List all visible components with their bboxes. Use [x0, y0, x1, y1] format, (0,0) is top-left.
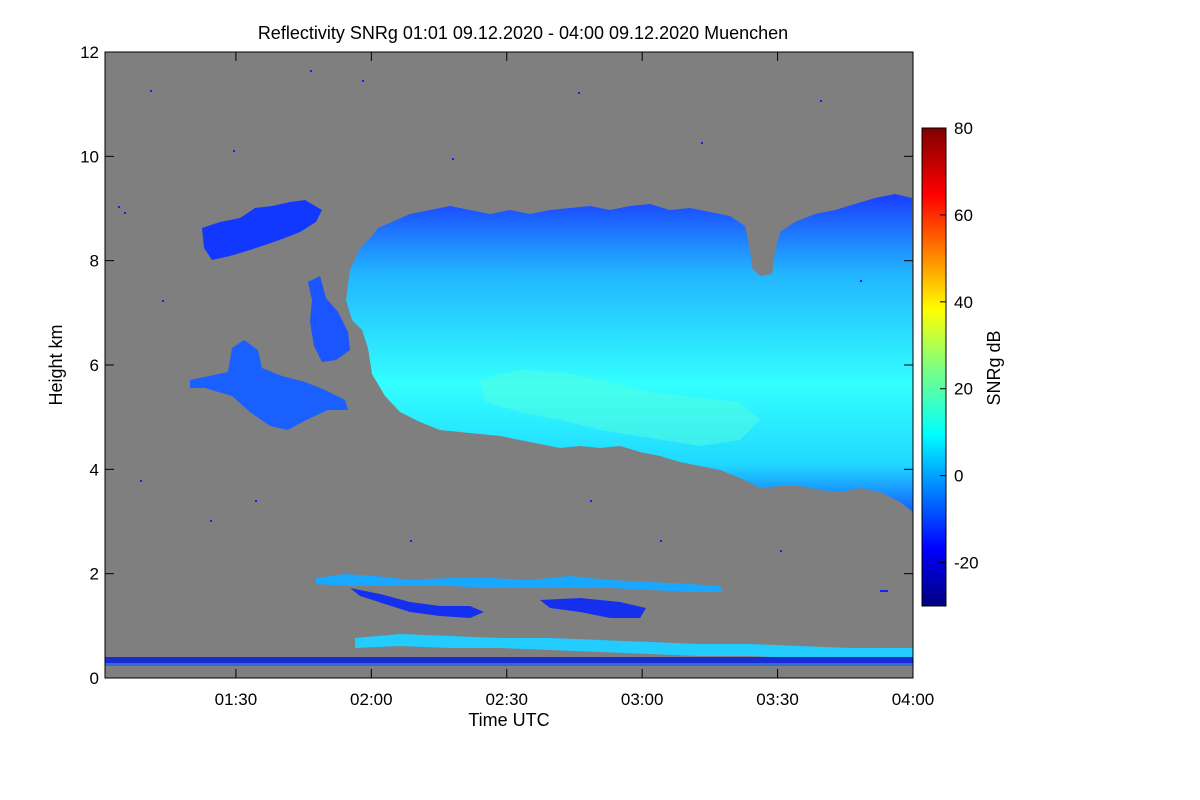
x-tick-label: 04:00 — [892, 690, 935, 709]
y-tick-label: 4 — [90, 460, 99, 479]
ground-clutter-band — [105, 657, 913, 663]
near-surface-layer — [355, 634, 913, 660]
colorbar-tick-label: 40 — [954, 293, 973, 312]
noise-speckles — [118, 70, 888, 592]
colorbar — [921, 127, 947, 607]
low-layer-below — [350, 588, 484, 618]
chart-title: Reflectivity SNRg 01:01 09.12.2020 - 04:… — [258, 23, 788, 43]
colorbar-axis: -20 0 20 40 60 80 — [940, 119, 979, 573]
y-tick-label: 2 — [90, 565, 99, 584]
y-axis-label: Height km — [46, 324, 66, 405]
ground-clutter-line — [105, 663, 913, 666]
cloud-patch-upper-left — [202, 200, 322, 260]
colorbar-tick-label: 80 — [954, 119, 973, 138]
x-axis-label: Time UTC — [468, 710, 549, 730]
cloud-patch-tower — [308, 276, 350, 362]
cloud-patch-mid-left — [190, 340, 348, 430]
colorbar-tick-label: 20 — [954, 380, 973, 399]
x-tick-label: 02:00 — [350, 690, 393, 709]
x-tick-label: 02:30 — [485, 690, 528, 709]
x-tick-label: 01:30 — [215, 690, 258, 709]
y-tick-label: 0 — [90, 669, 99, 688]
x-tick-label: 03:00 — [621, 690, 664, 709]
y-tick-label: 12 — [80, 43, 99, 62]
colorbar-tick-label: 60 — [954, 206, 973, 225]
cloud-main-body — [346, 194, 913, 512]
x-tick-label: 03:30 — [756, 690, 799, 709]
y-tick-label: 6 — [90, 356, 99, 375]
plot-area — [105, 52, 913, 678]
cloud-core — [480, 370, 760, 446]
low-layer-below-2 — [540, 598, 646, 618]
y-tick-label: 8 — [90, 252, 99, 271]
y-tick-label: 10 — [80, 147, 99, 166]
colorbar-tick-label: 0 — [954, 467, 963, 486]
colorbar-tick-label: -20 — [954, 554, 979, 573]
x-axis: 01:30 02:00 02:30 03:00 03:30 04:00 — [215, 52, 935, 709]
low-layer-2km — [316, 574, 722, 592]
y-axis: 0 2 4 6 8 10 12 — [80, 43, 913, 688]
colorbar-label: SNRg dB — [984, 330, 1004, 405]
